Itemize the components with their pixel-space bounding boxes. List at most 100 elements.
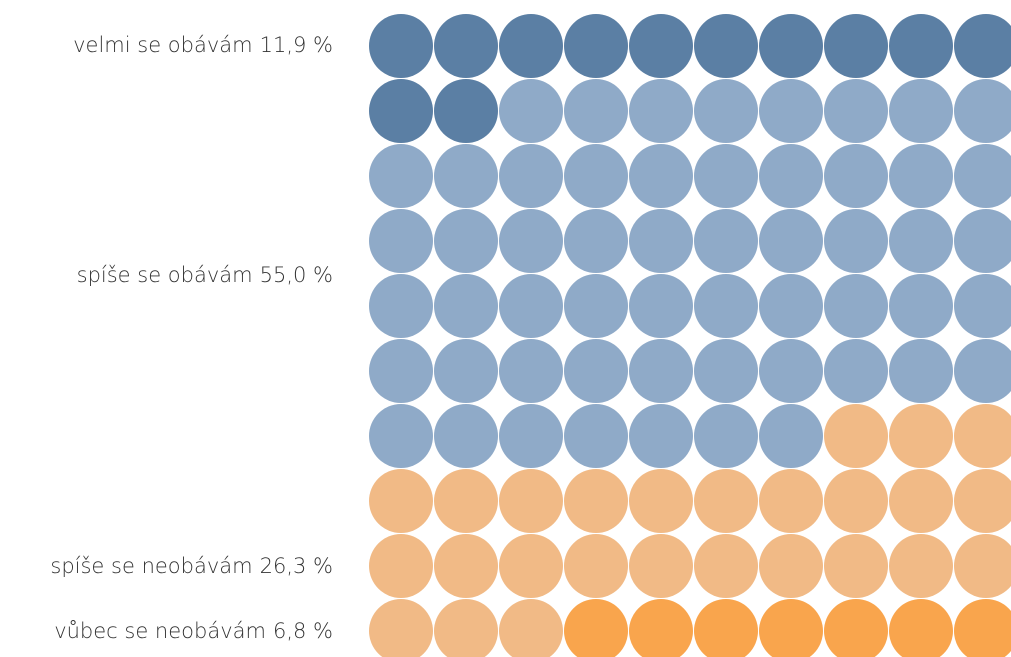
- dot: [369, 339, 433, 403]
- dot: [954, 14, 1011, 78]
- dot: [694, 404, 758, 468]
- dot: [629, 14, 693, 78]
- dot: [889, 144, 953, 208]
- dot: [954, 404, 1011, 468]
- dot: [759, 79, 823, 143]
- dot: [369, 14, 433, 78]
- dot: [564, 14, 628, 78]
- dot: [499, 209, 563, 273]
- dot: [694, 599, 758, 657]
- dot: [889, 79, 953, 143]
- dot: [759, 404, 823, 468]
- dot: [499, 534, 563, 598]
- dot: [369, 209, 433, 273]
- dot: [629, 274, 693, 338]
- dot: [499, 274, 563, 338]
- dot: [824, 144, 888, 208]
- dot: [499, 404, 563, 468]
- dot: [629, 469, 693, 533]
- dot: [824, 599, 888, 657]
- dot: [369, 469, 433, 533]
- value-label: 6,8 %: [273, 619, 333, 643]
- dot: [759, 274, 823, 338]
- dot: [434, 209, 498, 273]
- dot: [694, 14, 758, 78]
- dot: [954, 79, 1011, 143]
- dot: [889, 404, 953, 468]
- dot: [434, 274, 498, 338]
- dot: [954, 144, 1011, 208]
- dot: [759, 14, 823, 78]
- dot: [954, 339, 1011, 403]
- category-label: velmi se obávám 11,9 %: [73, 33, 333, 57]
- dot: [759, 599, 823, 657]
- dot: [434, 534, 498, 598]
- dot: [889, 274, 953, 338]
- dot: [759, 209, 823, 273]
- dot: [434, 404, 498, 468]
- dot: [954, 534, 1011, 598]
- dot: [369, 404, 433, 468]
- dot: [759, 469, 823, 533]
- dot: [824, 534, 888, 598]
- dot: [824, 339, 888, 403]
- dot: [564, 534, 628, 598]
- dot: [954, 209, 1011, 273]
- dot: [954, 599, 1011, 657]
- dot: [369, 274, 433, 338]
- dot: [434, 144, 498, 208]
- dot: [694, 144, 758, 208]
- dot: [499, 14, 563, 78]
- dot: [499, 79, 563, 143]
- dot: [694, 534, 758, 598]
- dot: [889, 469, 953, 533]
- dot: [889, 599, 953, 657]
- dot: [954, 274, 1011, 338]
- dot: [759, 534, 823, 598]
- dot: [694, 79, 758, 143]
- dot: [889, 534, 953, 598]
- dot: [369, 79, 433, 143]
- dot: [629, 339, 693, 403]
- dot: [824, 14, 888, 78]
- dot: [564, 469, 628, 533]
- dot: [564, 274, 628, 338]
- category-label: spíše se neobávám 26,3 %: [50, 554, 333, 578]
- dot: [629, 79, 693, 143]
- dot: [369, 599, 433, 657]
- dot: [824, 274, 888, 338]
- category-label: vůbec se neobávám 6,8 %: [54, 619, 333, 643]
- dot: [499, 339, 563, 403]
- dot: [629, 404, 693, 468]
- category-name: velmi se obávám: [73, 33, 252, 57]
- dot: [434, 469, 498, 533]
- dot: [629, 144, 693, 208]
- dot: [499, 469, 563, 533]
- category-name: spíše se obávám: [77, 263, 253, 287]
- dot: [434, 79, 498, 143]
- dot: [564, 79, 628, 143]
- dot: [694, 274, 758, 338]
- dot: [954, 469, 1011, 533]
- dot: [369, 144, 433, 208]
- dot: [889, 209, 953, 273]
- dot: [434, 599, 498, 657]
- dot: [369, 534, 433, 598]
- dot: [499, 599, 563, 657]
- dot: [564, 404, 628, 468]
- dot: [824, 469, 888, 533]
- dot: [499, 144, 563, 208]
- category-name: vůbec se neobávám: [54, 619, 266, 643]
- dot: [824, 79, 888, 143]
- dot: [759, 339, 823, 403]
- dot: [889, 14, 953, 78]
- dot: [564, 209, 628, 273]
- dot: [434, 339, 498, 403]
- dot: [629, 534, 693, 598]
- dot: [694, 339, 758, 403]
- dot: [824, 209, 888, 273]
- dot: [889, 339, 953, 403]
- dot: [629, 209, 693, 273]
- dot: [434, 14, 498, 78]
